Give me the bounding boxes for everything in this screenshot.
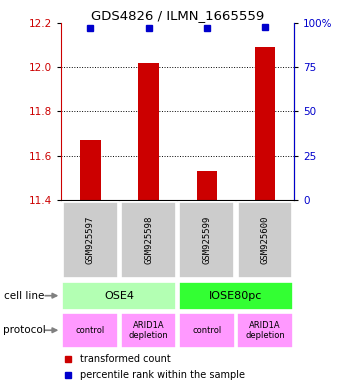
Text: IOSE80pc: IOSE80pc <box>209 291 262 301</box>
Text: GSM925598: GSM925598 <box>144 216 153 264</box>
Text: GSM925599: GSM925599 <box>202 216 211 264</box>
Bar <box>62 313 118 348</box>
Bar <box>179 202 234 278</box>
Bar <box>63 202 118 278</box>
Text: GSM925597: GSM925597 <box>86 216 95 264</box>
Text: GSM925600: GSM925600 <box>260 216 270 264</box>
Bar <box>255 47 275 200</box>
Text: percentile rank within the sample: percentile rank within the sample <box>80 370 245 381</box>
Bar <box>238 202 292 278</box>
Bar <box>179 313 234 348</box>
Text: control: control <box>76 326 105 335</box>
Text: control: control <box>192 326 221 335</box>
Text: protocol: protocol <box>4 325 46 335</box>
Bar <box>80 140 100 200</box>
Text: ARID1A
depletion: ARID1A depletion <box>245 321 285 340</box>
Bar <box>197 171 217 200</box>
Bar <box>138 63 159 200</box>
Bar <box>237 313 293 348</box>
Text: OSE4: OSE4 <box>104 291 134 301</box>
Bar <box>179 282 293 310</box>
Bar <box>121 313 176 348</box>
Text: ARID1A
depletion: ARID1A depletion <box>129 321 168 340</box>
Bar <box>62 282 176 310</box>
Text: transformed count: transformed count <box>80 354 170 364</box>
Text: cell line: cell line <box>4 291 44 301</box>
Title: GDS4826 / ILMN_1665559: GDS4826 / ILMN_1665559 <box>91 9 264 22</box>
Bar <box>121 202 176 278</box>
